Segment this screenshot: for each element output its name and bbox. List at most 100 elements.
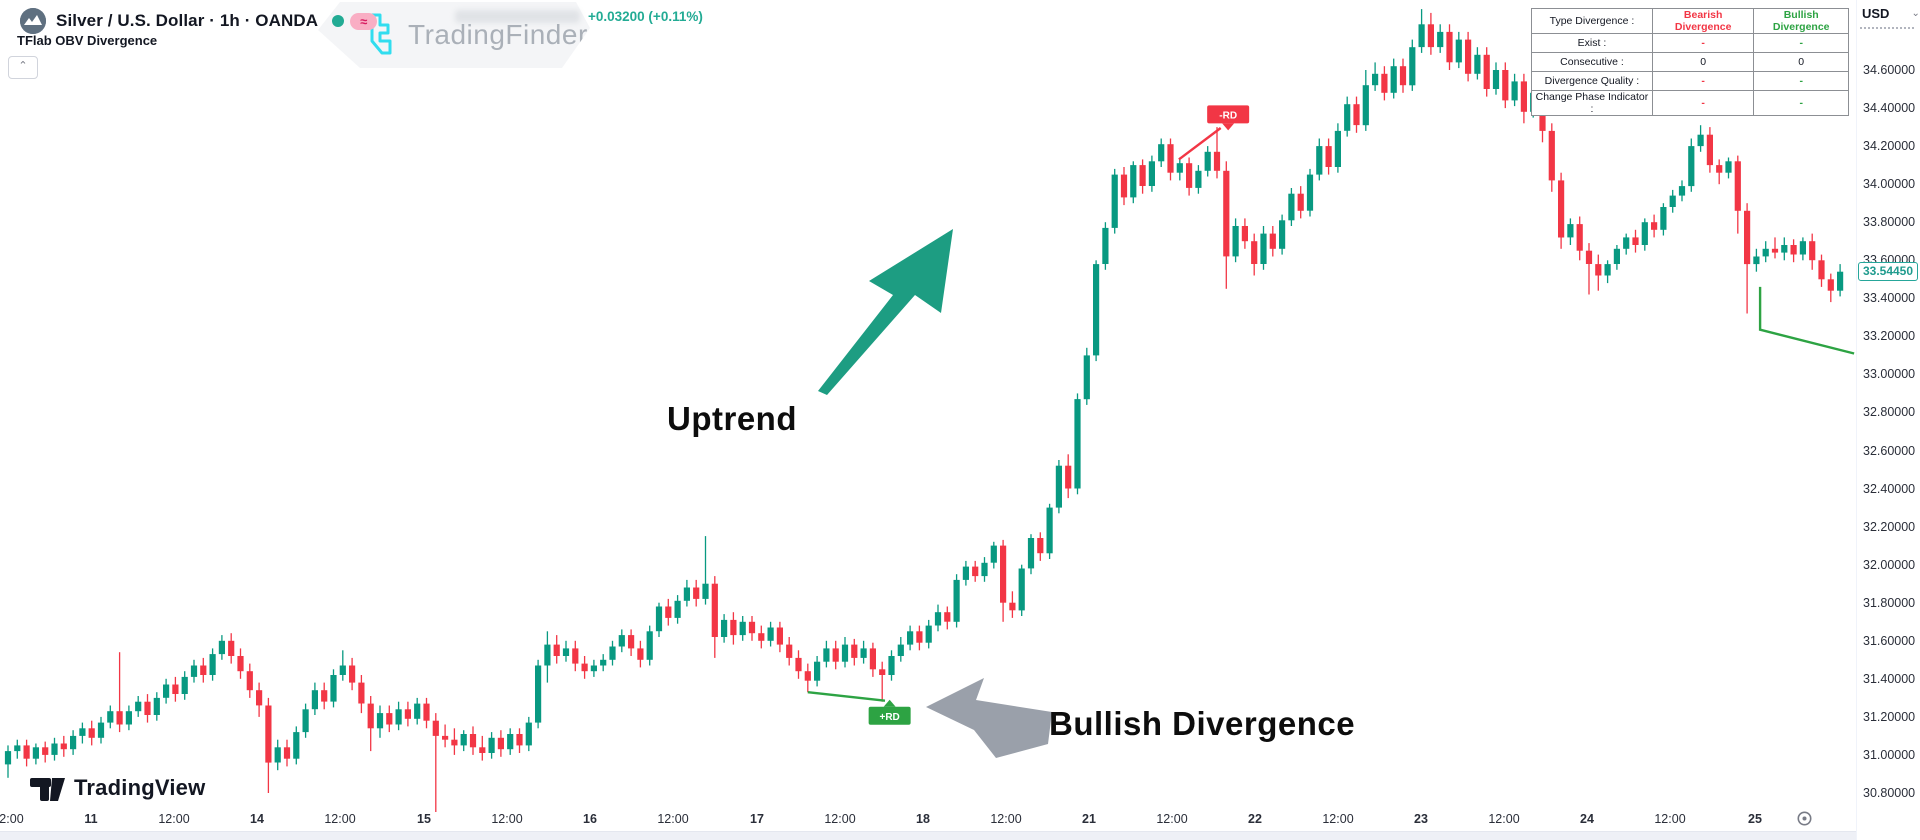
- candle-body-down: [1790, 245, 1797, 255]
- divergence-info-table: Type Divergence : Bearish Divergence Bulli…: [1531, 8, 1849, 116]
- table-row: Change Phase Indicator :--: [1531, 90, 1849, 116]
- candle-body-down: [637, 648, 644, 660]
- candle-body-down: [1734, 161, 1741, 211]
- price-tick-label: 32.60000: [1863, 443, 1916, 458]
- candle-body-down: [832, 648, 839, 662]
- candle-body-down: [358, 682, 365, 704]
- candle-body-down: [116, 711, 123, 725]
- price-tick-label: 34.60000: [1863, 63, 1916, 77]
- candle-body-up: [841, 644, 849, 662]
- time-axis-label: 12:00: [324, 812, 356, 826]
- candle-body-up: [460, 734, 467, 746]
- candle-body-down: [88, 728, 95, 738]
- candle-body-up: [1195, 170, 1202, 188]
- price-axis-separator: [1856, 0, 1857, 840]
- candle-body-up: [1232, 226, 1239, 257]
- candle-body-down: [581, 663, 588, 672]
- bottom-toolbar-band: [0, 831, 1920, 840]
- candle-body-up: [1279, 220, 1286, 249]
- candle-body-up: [814, 661, 821, 681]
- candle-body-down: [1000, 545, 1007, 603]
- table-row-label: Exist :: [1531, 33, 1653, 53]
- time-axis-label: 17: [750, 812, 764, 826]
- candle-body-up: [702, 583, 709, 599]
- candle-body-down: [693, 587, 700, 599]
- candle-body-up: [135, 701, 142, 712]
- candle-body-up: [209, 654, 216, 675]
- candle-body-up: [1176, 163, 1183, 173]
- candle-body-down: [665, 606, 672, 618]
- candle-body-down: [60, 743, 67, 750]
- candle-body-down: [256, 690, 263, 706]
- candle-body-down: [404, 709, 411, 719]
- candle-body-up: [1762, 248, 1769, 257]
- table-cell-value: -: [1651, 33, 1755, 53]
- candle-body-up: [1623, 237, 1630, 249]
- candle-body-up: [1688, 146, 1695, 187]
- last-price-badge: 33.54450: [1858, 261, 1918, 281]
- candle-body-up: [860, 648, 867, 658]
- table-row-label: Change Phase Indicator :: [1531, 90, 1653, 116]
- candle-body-up: [302, 709, 309, 733]
- candle-body-down: [265, 705, 272, 763]
- candle-body-up: [1567, 224, 1574, 238]
- price-axis[interactable]: USD ⌄ 34.60000 34.40000 34.20000 34.00000 33…: [1856, 0, 1920, 840]
- symbol-title[interactable]: Silver / U.S. Dollar · 1h · OANDA: [56, 11, 319, 30]
- candle-body-down: [349, 665, 356, 683]
- candle-body-up: [934, 612, 942, 626]
- candle-body-down: [1037, 538, 1044, 554]
- candle-body-up: [618, 635, 625, 647]
- price-tick-label: 34.40000: [1863, 101, 1916, 116]
- candle-body-up: [981, 562, 988, 577]
- candle-body-up: [1492, 70, 1500, 89]
- candle-body-down: [516, 734, 523, 746]
- candle-body-down: [786, 644, 793, 658]
- axis-dashed-separator: [1860, 27, 1914, 29]
- time-axis-label: 12:00: [1156, 812, 1188, 826]
- time-axis-label: 15: [417, 812, 431, 826]
- candle-body-down: [1139, 165, 1146, 186]
- candle-body-down: [497, 737, 504, 750]
- candle-body-down: [442, 735, 449, 740]
- candle-body-up: [1418, 24, 1425, 48]
- candle-body-up: [163, 684, 170, 698]
- candle-body-down: [1297, 193, 1304, 211]
- bullish-divergence-annotation-text: Bullish Divergence: [1049, 705, 1356, 742]
- indicator-label[interactable]: TFlab OBV Divergence: [17, 33, 158, 48]
- axis-settings-gear-icon[interactable]: [1796, 810, 1813, 832]
- candle-body-up: [1641, 222, 1648, 245]
- candle-body-up: [739, 621, 746, 636]
- candle-body-up: [535, 665, 542, 723]
- candle-body-up: [488, 737, 495, 753]
- candle-body-down: [1520, 81, 1527, 112]
- candle-body-up: [562, 648, 570, 656]
- candle-body-up: [1660, 207, 1667, 230]
- candle-body-down: [1465, 39, 1472, 74]
- divergence-line-bullish: [807, 691, 886, 702]
- candle-body-down: [23, 745, 30, 759]
- candle-body-down: [1009, 602, 1016, 611]
- time-axis-label: 11: [84, 812, 98, 826]
- candle-body-up: [1260, 233, 1267, 264]
- candle-body-down: [1483, 54, 1490, 89]
- candle-body-down: [1120, 174, 1128, 198]
- time-axis[interactable]: 12:00 11 12:00 14 12:00 15 12:00 16 12:00 17 12:00…: [0, 806, 1856, 840]
- table-cell-value: -: [1753, 71, 1849, 91]
- candle-body-up: [1093, 264, 1100, 356]
- candle-body-up: [1437, 31, 1444, 48]
- currency-selector[interactable]: USD ⌄: [1862, 6, 1920, 21]
- candle-body-up: [1511, 81, 1518, 101]
- symbol-row[interactable]: Silver / U.S. Dollar · 1h · OANDA ≈: [20, 8, 378, 34]
- candle-body-up: [823, 648, 830, 662]
- candle-body-up: [1158, 144, 1165, 162]
- collapse-pane-button[interactable]: ⌃: [8, 56, 38, 79]
- candle-body-up: [1362, 85, 1369, 126]
- candle-body-up: [1130, 165, 1137, 198]
- candle-body-up: [1074, 399, 1081, 489]
- candle-body-down: [1353, 104, 1360, 126]
- candle-body-down: [246, 671, 253, 691]
- market-status-dot-icon[interactable]: [332, 15, 345, 27]
- time-axis-label: 25: [1748, 812, 1762, 826]
- fx-pill-button[interactable]: ≈: [350, 12, 378, 30]
